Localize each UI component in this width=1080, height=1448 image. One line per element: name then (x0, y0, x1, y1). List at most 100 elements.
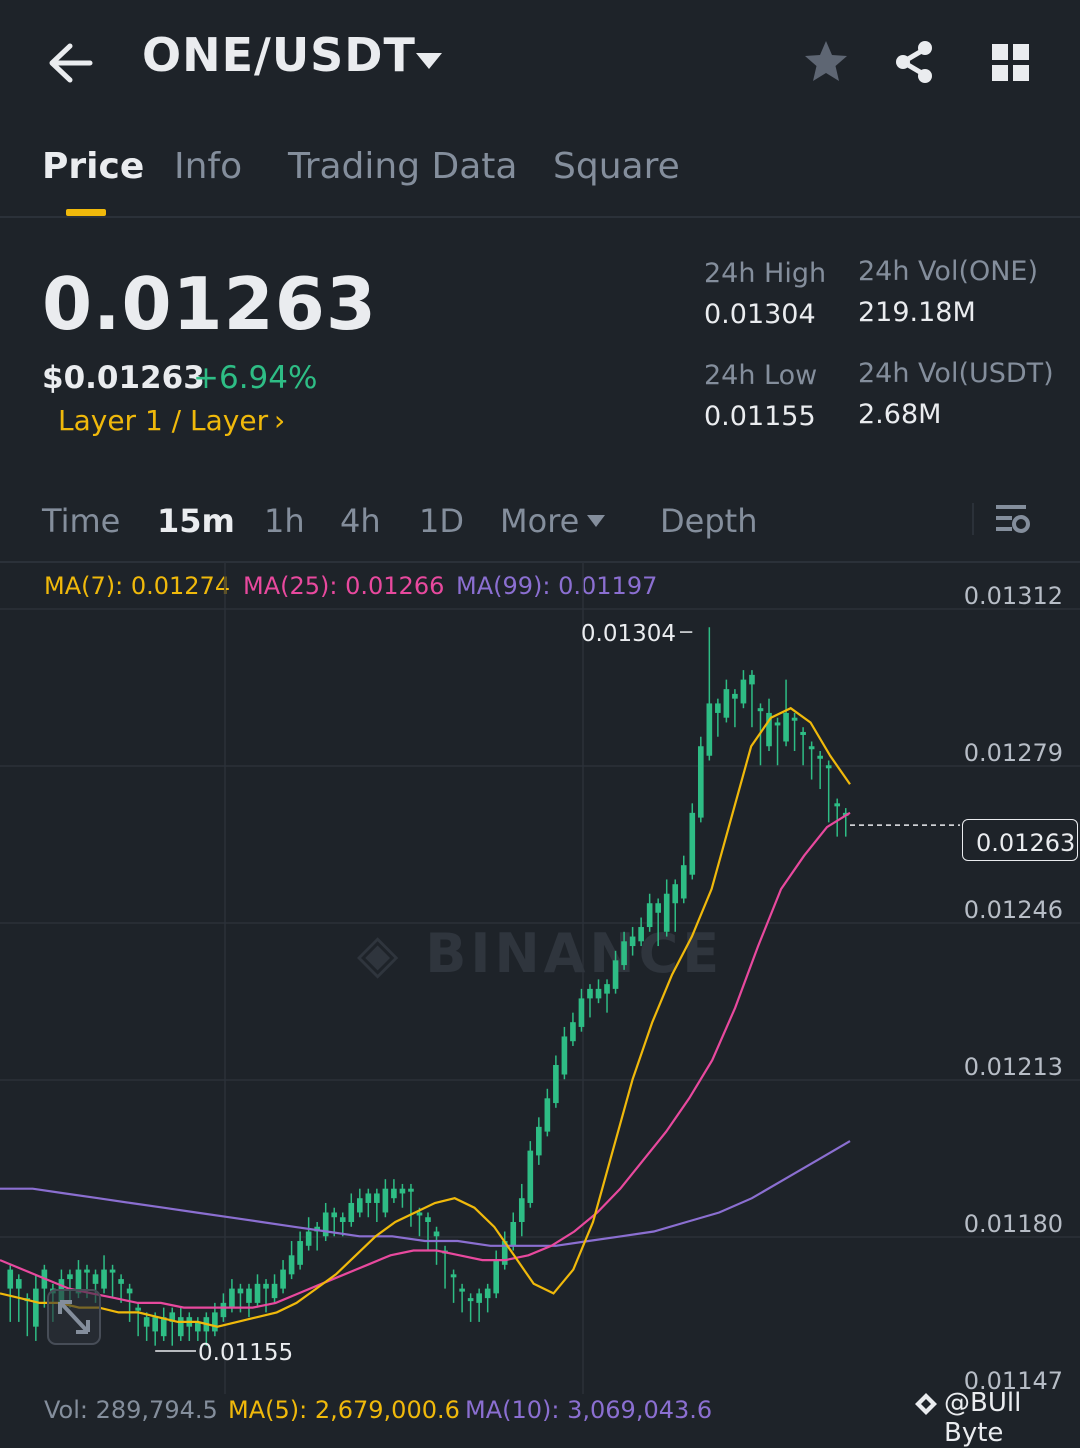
candle-body (629, 936, 636, 947)
candle-body (425, 1217, 431, 1222)
candle-body (459, 1288, 465, 1292)
volume-label: Vol: 289,794.5 (44, 1396, 218, 1424)
price-axis-tick: 0.01246 (964, 896, 1063, 924)
grid-icon[interactable] (990, 42, 1032, 84)
candle-body (356, 1198, 363, 1213)
tab-square[interactable]: Square (553, 146, 680, 187)
candle-body (578, 998, 585, 1027)
candle-body (544, 1098, 551, 1132)
candle-body (467, 1298, 474, 1302)
price-axis-tick: 0.01180 (964, 1210, 1063, 1238)
tf-15m[interactable]: 15m (157, 502, 235, 540)
candle-body (638, 927, 644, 942)
candle-body (697, 746, 704, 818)
expand-chart-icon[interactable] (46, 1288, 102, 1346)
candle-body (817, 755, 823, 759)
candle-body (229, 1288, 235, 1308)
ma99-line (0, 1140, 851, 1247)
price-axis-tick: 0.01213 (964, 1053, 1063, 1081)
star-icon[interactable] (802, 38, 850, 86)
high-marker-label: 0.01304 (581, 621, 676, 647)
tf-depth[interactable]: Depth (660, 502, 758, 540)
chart-settings-icon[interactable] (994, 502, 1032, 536)
candle-body (484, 1288, 491, 1299)
candle-body (408, 1188, 414, 1192)
category-tag-link[interactable]: Layer 1 / Layer (58, 404, 269, 437)
vol-quote-value: 2.68M (858, 399, 942, 430)
candle-body (263, 1283, 269, 1289)
candle-body (510, 1222, 517, 1246)
price-change-percent: +6.94% (193, 360, 318, 396)
current-price-marker (962, 819, 1078, 861)
candle-body (33, 1288, 39, 1327)
candle-body (212, 1312, 218, 1332)
ma25-line (0, 811, 851, 1309)
candle-body (135, 1307, 141, 1311)
candle-body (672, 884, 679, 904)
tf-1h[interactable]: 1h (264, 502, 305, 540)
candle-body (67, 1274, 73, 1280)
tf-1d[interactable]: 1D (419, 502, 464, 540)
candle-body (766, 712, 772, 747)
divider (0, 216, 1080, 218)
candle-body (109, 1269, 116, 1273)
ma7-legend: MA(7): 0.01274 (44, 572, 231, 600)
candle-body (791, 717, 798, 721)
candle-body (246, 1288, 252, 1303)
chevron-right-icon[interactable]: › (274, 404, 286, 437)
candlestick-chart[interactable]: 0.01312 0.01279 0.01246 0.01213 0.01180 0.011… (0, 562, 1080, 1394)
candle-body (399, 1188, 406, 1194)
candle-body (757, 708, 764, 712)
candle-body (800, 731, 806, 735)
high-label: 24h High (704, 258, 827, 289)
ma25-legend: MA(25): 0.01266 (243, 572, 445, 600)
caret-down-icon[interactable] (586, 514, 606, 528)
pair-title[interactable]: ONE/USDT (142, 28, 416, 82)
candle-body (143, 1317, 150, 1327)
candle-body (348, 1202, 355, 1222)
candle-body (663, 893, 670, 932)
tf-time[interactable]: Time (42, 502, 121, 540)
tf-4h[interactable]: 4h (340, 502, 381, 540)
current-price-label: 0.01263 (976, 829, 1076, 857)
watermark-username: @BUll Byte (944, 1388, 1022, 1448)
candle-body (723, 689, 730, 718)
tf-more[interactable]: More (500, 502, 580, 540)
tab-trading-data[interactable]: Trading Data (288, 146, 518, 187)
low-label: 24h Low (704, 360, 818, 391)
back-arrow-icon[interactable] (44, 40, 96, 86)
candle-body (331, 1212, 338, 1218)
candle-body (501, 1241, 508, 1265)
candle-body (433, 1231, 440, 1237)
candle-body (749, 674, 755, 685)
high-value: 0.01304 (704, 299, 816, 330)
candle-body (808, 746, 815, 750)
top-header: ONE/USDT (0, 0, 1080, 120)
candle-body (621, 941, 627, 966)
candle-body (280, 1269, 286, 1289)
share-icon[interactable] (890, 38, 938, 86)
candle-body (493, 1260, 500, 1294)
candle-body (715, 703, 721, 713)
candle-body (237, 1288, 244, 1294)
candle-body (288, 1255, 295, 1275)
candle-body (595, 988, 602, 999)
tab-info[interactable]: Info (174, 146, 243, 187)
last-price: 0.01263 (42, 262, 377, 346)
vol-base-value: 219.18M (858, 297, 976, 328)
ma99-legend: MA(99): 0.01197 (456, 572, 658, 600)
low-value: 0.01155 (704, 401, 816, 432)
candle-body (476, 1293, 482, 1303)
candle-body (75, 1269, 82, 1294)
candle-body (518, 1198, 525, 1222)
candle-body (587, 988, 593, 999)
price-axis-tick: 0.01147 (964, 1367, 1063, 1394)
volume-ma10: MA(10): 3,069,043.6 (465, 1396, 713, 1424)
caret-down-icon[interactable] (414, 50, 444, 72)
candle-body (561, 1036, 568, 1075)
candle-body (570, 1022, 576, 1042)
usd-price: $0.01263 (42, 360, 205, 396)
candle-body (689, 812, 696, 875)
tab-price[interactable]: Price (42, 146, 145, 187)
candle-body (825, 765, 832, 769)
